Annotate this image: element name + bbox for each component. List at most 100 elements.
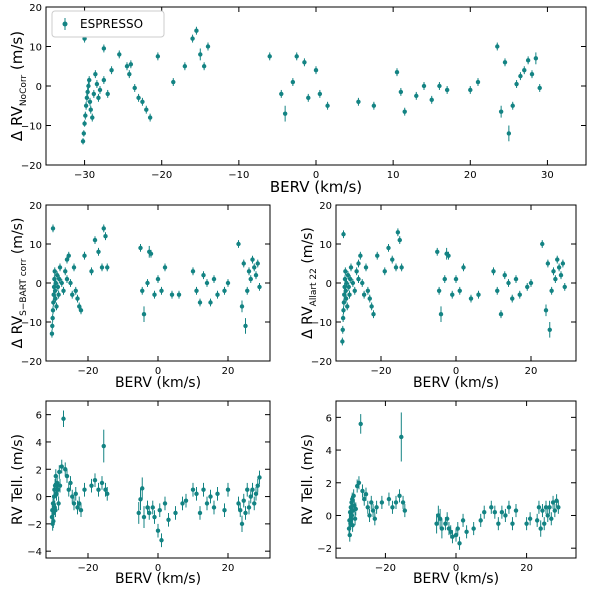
data-point xyxy=(562,283,567,291)
x-tick-label: −20 xyxy=(370,366,391,377)
data-point xyxy=(365,500,370,514)
legend: ESPRESSO xyxy=(51,10,165,38)
data-point xyxy=(257,470,262,485)
data-point xyxy=(502,271,507,280)
marker xyxy=(55,284,61,290)
data-point xyxy=(215,290,220,299)
marker xyxy=(393,500,399,505)
data-point xyxy=(50,306,56,315)
data-point xyxy=(101,76,107,85)
marker xyxy=(75,296,80,301)
marker xyxy=(204,280,210,286)
marker xyxy=(457,541,462,546)
data-point xyxy=(201,271,206,280)
marker xyxy=(147,510,152,516)
marker xyxy=(252,265,257,270)
marker xyxy=(255,483,260,488)
marker xyxy=(356,99,361,105)
data-point xyxy=(468,86,473,94)
marker xyxy=(92,477,98,483)
data-point xyxy=(495,42,500,51)
marker xyxy=(558,273,564,278)
data-point xyxy=(52,267,57,276)
data-point xyxy=(534,513,540,527)
data-point xyxy=(341,298,347,307)
marker xyxy=(248,494,253,499)
data-point xyxy=(248,489,253,504)
marker xyxy=(340,315,346,321)
chart-panel-3: −20 0 20 −20 −10 0 10 20 BERV (km/s) Δ RVAllart 2… xyxy=(300,201,577,391)
data-point xyxy=(101,224,106,233)
marker xyxy=(556,265,562,270)
marker xyxy=(313,68,319,73)
marker xyxy=(169,292,175,297)
marker xyxy=(348,276,353,282)
data-point xyxy=(468,294,474,303)
marker xyxy=(236,501,241,506)
marker xyxy=(145,280,150,286)
data-point xyxy=(461,263,466,272)
data-point xyxy=(159,286,164,295)
data-point xyxy=(252,496,257,511)
data-point xyxy=(393,263,399,272)
marker xyxy=(252,501,257,506)
data-point xyxy=(124,62,130,71)
data-point xyxy=(371,310,376,319)
data-point xyxy=(93,70,98,79)
data-point xyxy=(438,306,444,322)
data-point xyxy=(510,101,515,110)
data-point xyxy=(78,306,84,315)
marker xyxy=(117,52,122,57)
data-point xyxy=(198,48,203,61)
data-point xyxy=(545,259,551,268)
y-axis-title-subscript: Allart 22 xyxy=(309,268,319,306)
marker xyxy=(498,109,504,114)
data-point xyxy=(513,275,519,283)
marker xyxy=(66,253,71,258)
y-tick-label: 4 xyxy=(36,438,42,449)
marker xyxy=(50,226,56,231)
data-point xyxy=(398,87,404,96)
data-point xyxy=(70,489,75,504)
series-points xyxy=(80,26,542,145)
marker xyxy=(363,265,369,270)
marker xyxy=(92,237,98,243)
marker xyxy=(294,54,299,59)
data-point xyxy=(97,86,103,94)
data-point xyxy=(525,56,531,65)
data-point xyxy=(555,255,560,264)
data-point xyxy=(498,310,504,319)
marker xyxy=(77,501,82,506)
marker xyxy=(290,79,296,85)
data-point xyxy=(267,52,272,61)
marker xyxy=(525,284,530,290)
marker xyxy=(549,516,554,521)
data-point xyxy=(89,267,94,276)
marker xyxy=(52,269,57,274)
marker xyxy=(94,81,100,87)
marker xyxy=(506,131,512,136)
marker xyxy=(439,526,445,531)
marker xyxy=(498,312,504,317)
data-point xyxy=(369,302,374,311)
marker xyxy=(215,491,220,497)
marker xyxy=(159,538,164,543)
marker xyxy=(101,77,107,83)
data-point xyxy=(222,286,227,295)
marker xyxy=(173,510,178,516)
data-point xyxy=(169,290,175,299)
marker xyxy=(246,269,252,274)
data-point xyxy=(236,240,241,248)
marker xyxy=(340,339,345,344)
data-point xyxy=(155,52,161,61)
data-point xyxy=(82,482,87,497)
data-point xyxy=(215,487,220,501)
marker xyxy=(208,300,213,305)
data-point xyxy=(127,70,132,79)
x-axis-title: BERV (km/s) xyxy=(115,571,201,587)
data-point xyxy=(53,294,58,303)
marker xyxy=(540,508,545,513)
marker xyxy=(253,491,259,497)
marker xyxy=(197,300,203,305)
marker xyxy=(101,226,106,231)
